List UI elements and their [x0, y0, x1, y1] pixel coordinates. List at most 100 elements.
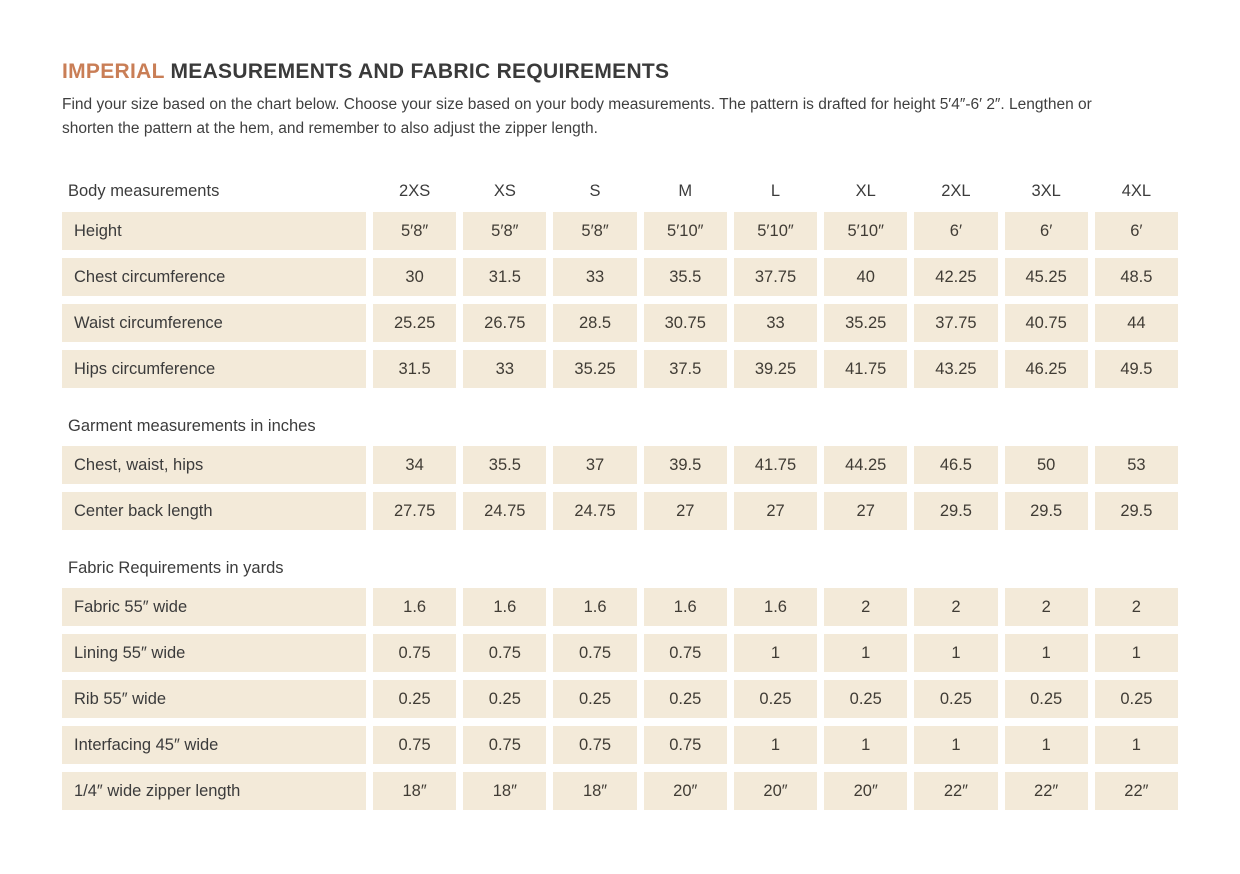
- table-cell: 46.5: [914, 446, 998, 485]
- column-header-xs: XS: [493, 181, 516, 200]
- table-corner-header: Body measurements: [68, 181, 220, 200]
- page-title: IMPERIAL MEASUREMENTS AND FABRIC REQUIRE…: [62, 60, 1178, 84]
- row-label: Waist circumference: [62, 304, 366, 343]
- table-cell: 18″: [553, 772, 637, 811]
- table-cell: 35.25: [824, 304, 908, 343]
- row-label: Center back length: [62, 492, 366, 531]
- table-cell: 1: [733, 726, 818, 765]
- table-cell: 1: [914, 726, 998, 765]
- table-cell: 39.25: [733, 350, 818, 389]
- table-cell: 27.75: [373, 492, 457, 531]
- table-cell: 31.5: [463, 258, 547, 297]
- column-header-l: L: [770, 181, 781, 200]
- table-cell: 0.75: [643, 634, 727, 673]
- table-cell: 45.25: [1004, 258, 1088, 297]
- column-header-2xl: 2XL: [941, 181, 971, 200]
- column-header-4xl: 4XL: [1121, 181, 1152, 200]
- table-cell: 0.25: [373, 680, 457, 719]
- table-cell: 1.6: [643, 588, 727, 627]
- table-cell: 1: [1004, 634, 1088, 673]
- table-cell: 1: [1004, 726, 1088, 765]
- column-header-xl: XL: [855, 181, 876, 200]
- table-cell: 18″: [463, 772, 547, 811]
- row-label: Height: [62, 212, 366, 251]
- table-cell: 2: [1004, 588, 1088, 627]
- table-cell: 41.75: [733, 446, 818, 485]
- table-cell: 1.6: [463, 588, 547, 627]
- table-cell: 5′10″: [824, 212, 908, 251]
- table-cell: 0.25: [1004, 680, 1088, 719]
- measurements-table: Body measurements 2XS XS S M L XL 2XL 3XL 4XL Heig…: [62, 178, 1178, 811]
- table-cell: 22″: [914, 772, 998, 811]
- table-cell: 35.5: [643, 258, 727, 297]
- table-cell: 39.5: [643, 446, 727, 485]
- table-cell: 0.75: [373, 726, 457, 765]
- row-label: Rib 55″ wide: [62, 680, 366, 719]
- table-cell: 1.6: [373, 588, 457, 627]
- table-cell: 0.25: [643, 680, 727, 719]
- table-cell: 6′: [914, 212, 998, 251]
- table-cell: 5′8″: [553, 212, 637, 251]
- table-cell: 33: [463, 350, 547, 389]
- table-cell: 0.75: [553, 634, 637, 673]
- table-cell: 0.25: [824, 680, 908, 719]
- table-cell: 2: [914, 588, 998, 627]
- table-cell: 37.5: [643, 350, 727, 389]
- table-cell: 5′10″: [733, 212, 818, 251]
- table-cell: 37.75: [914, 304, 998, 343]
- table-cell: 1: [824, 726, 908, 765]
- table-cell: 0.75: [463, 726, 547, 765]
- table-cell: 37: [553, 446, 637, 485]
- table-cell: 1: [1094, 726, 1178, 765]
- column-header-s: S: [589, 181, 601, 200]
- row-label: Fabric 55″ wide: [62, 588, 366, 627]
- table-cell: 0.25: [463, 680, 547, 719]
- table-cell: 35.5: [463, 446, 547, 485]
- table-cell: 18″: [373, 772, 457, 811]
- table-cell: 0.25: [553, 680, 637, 719]
- table-cell: 20″: [643, 772, 727, 811]
- table-cell: 5′8″: [373, 212, 457, 251]
- column-header-3xl: 3XL: [1031, 181, 1061, 200]
- table-cell: 0.75: [553, 726, 637, 765]
- table-cell: 42.25: [914, 258, 998, 297]
- table-cell: 0.75: [463, 634, 547, 673]
- size-chart-page: IMPERIAL MEASUREMENTS AND FABRIC REQUIRE…: [62, 60, 1178, 811]
- table-cell: 35.25: [553, 350, 637, 389]
- table-cell: 6′: [1094, 212, 1178, 251]
- table-cell: 33: [733, 304, 818, 343]
- table-cell: 20″: [733, 772, 818, 811]
- page-subtitle: Find your size based on the chart below.…: [62, 96, 1092, 138]
- table-cell: 27: [643, 492, 727, 531]
- table-cell: 1: [824, 634, 908, 673]
- table-cell: 2: [824, 588, 908, 627]
- row-label: Hips circumference: [62, 350, 366, 389]
- table-cell: 0.25: [914, 680, 998, 719]
- table-cell: 29.5: [1094, 492, 1178, 531]
- table-cell: 0.25: [1094, 680, 1178, 719]
- column-header-m: M: [678, 181, 693, 200]
- table-cell: 50: [1004, 446, 1088, 485]
- table-cell: 1: [914, 634, 998, 673]
- table-cell: 1.6: [553, 588, 637, 627]
- table-cell: 44.25: [824, 446, 908, 485]
- column-header-2xs: 2XS: [399, 181, 431, 200]
- table-cell: 1.6: [733, 588, 818, 627]
- table-cell: 48.5: [1094, 258, 1178, 297]
- table-cell: 34: [373, 446, 457, 485]
- table-cell: 37.75: [733, 258, 818, 297]
- row-label: Chest, waist, hips: [62, 446, 366, 485]
- table-cell: 24.75: [463, 492, 547, 531]
- table-cell: 53: [1094, 446, 1178, 485]
- table-cell: 27: [733, 492, 818, 531]
- table-cell: 49.5: [1094, 350, 1178, 389]
- table-cell: 1: [733, 634, 818, 673]
- table-cell: 30: [373, 258, 457, 297]
- table-cell: 25.25: [373, 304, 457, 343]
- table-cell: 0.25: [733, 680, 818, 719]
- section-heading: Fabric Requirements in yards: [68, 559, 284, 578]
- table-cell: 5′10″: [643, 212, 727, 251]
- row-label: 1/4″ wide zipper length: [62, 772, 366, 811]
- section-heading: Garment measurements in inches: [68, 417, 316, 436]
- page-title-rest: MEASUREMENTS AND FABRIC REQUIREMENTS: [164, 60, 670, 83]
